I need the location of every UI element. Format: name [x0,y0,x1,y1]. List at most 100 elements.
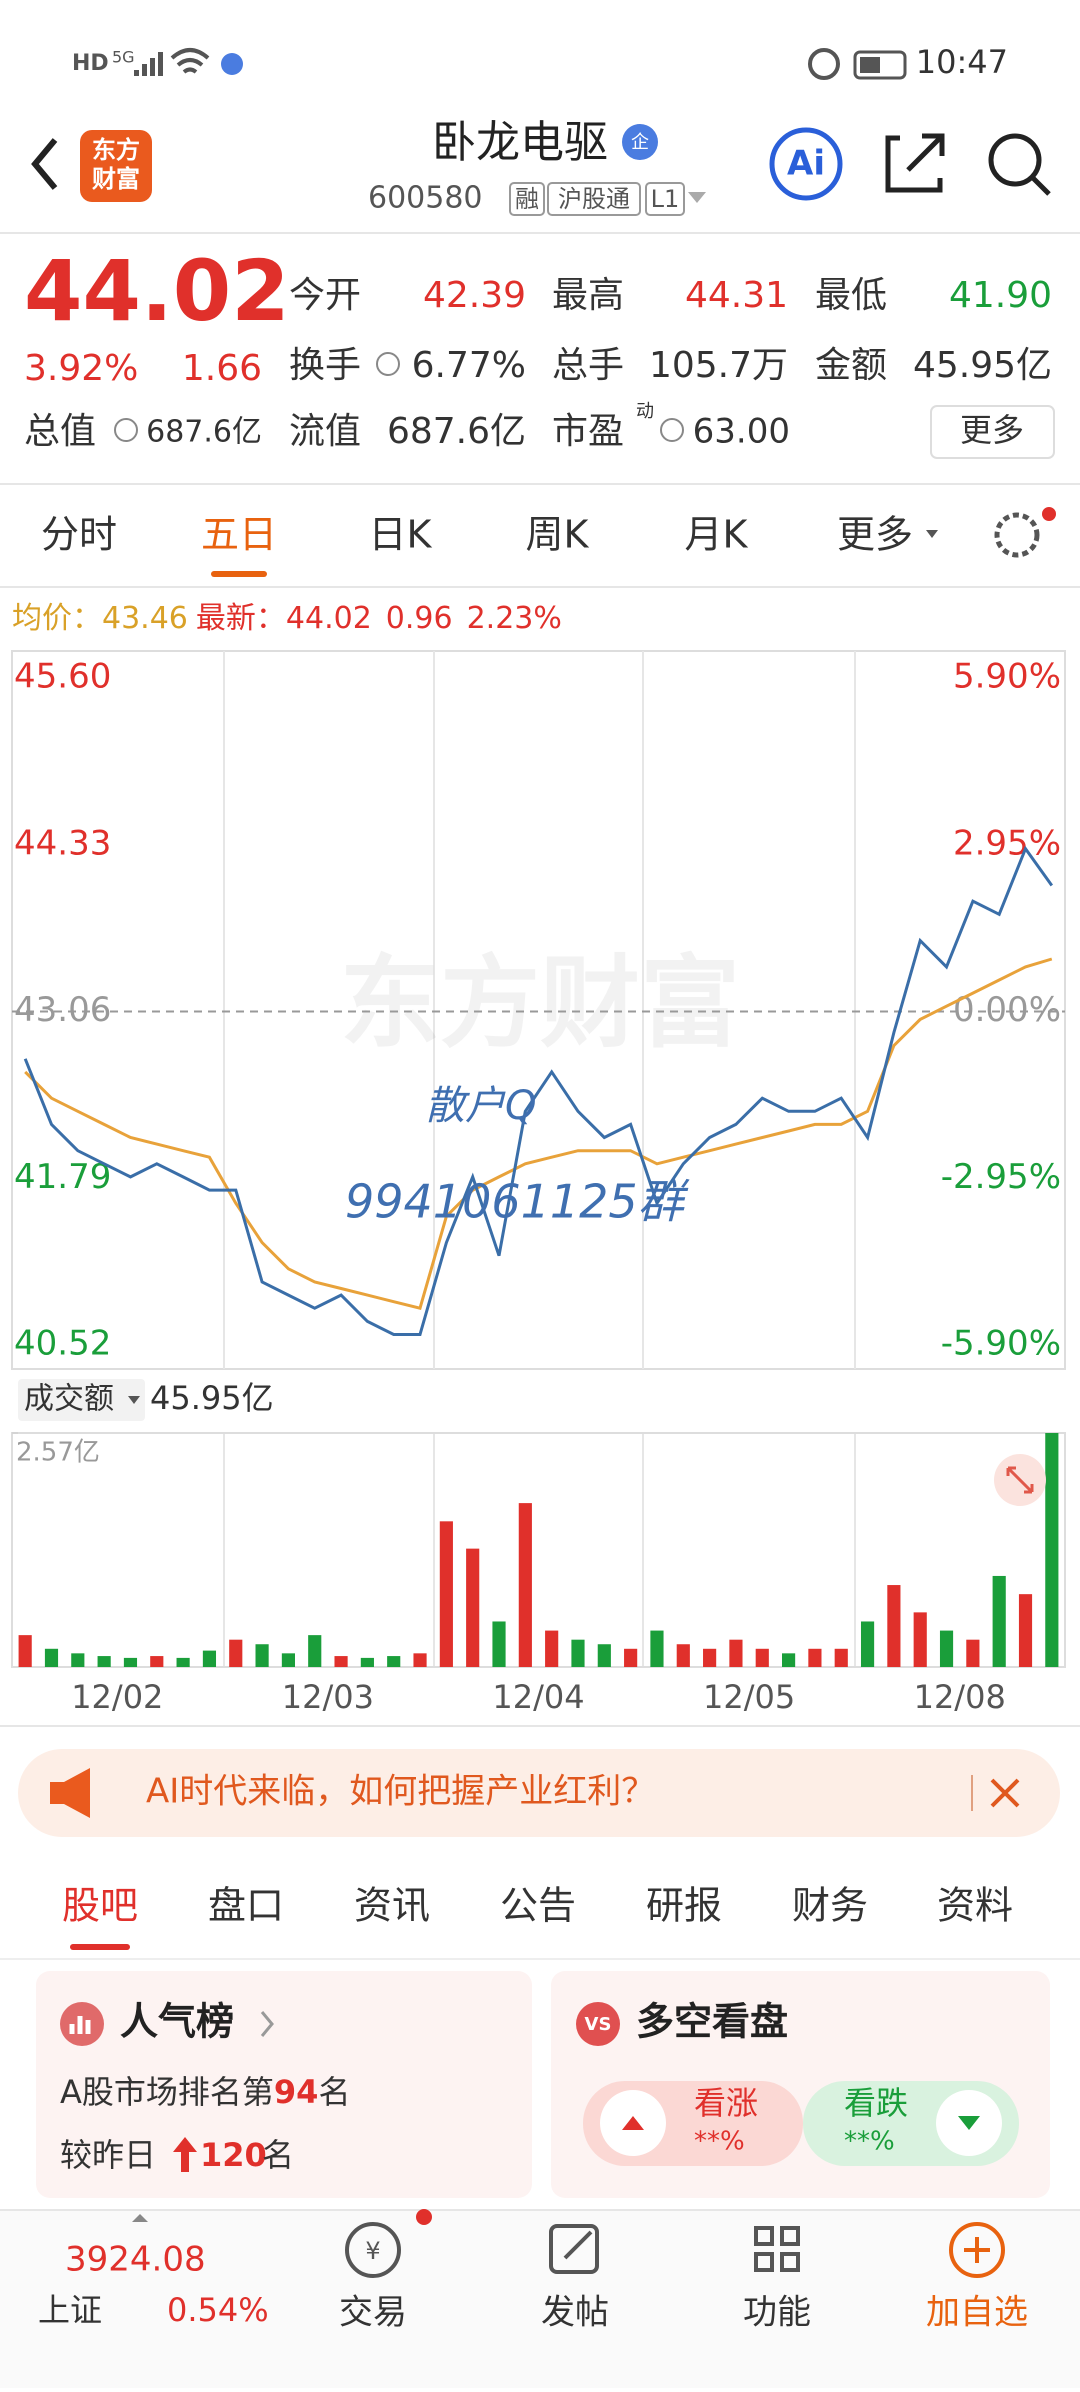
index-arrow [132,2214,148,2222]
volume-selector[interactable] [18,1379,145,1421]
dropdown-arrow[interactable] [688,192,706,203]
volume-bar [1045,1433,1059,1667]
period-tab[interactable]: 更多 [837,513,913,557]
add-plus [964,2237,990,2263]
period-tab[interactable]: 分时 [41,513,117,557]
vs-icon [576,2002,620,2046]
share-button[interactable] [885,133,945,193]
info-icon[interactable] [114,418,138,442]
content-tab[interactable]: 资料 [937,1884,1013,1928]
nav-item[interactable]: 加自选 [926,2293,1028,2333]
watermark: 东方财富 [340,944,740,1061]
period-tab[interactable]: 五日 [201,513,277,557]
quote-value: 105.7万 [649,345,788,386]
quote-value: 45.95亿 [913,345,1052,386]
popularity-card[interactable] [36,1971,532,2198]
battery-icon [853,50,907,80]
chart: 东方财富 5.90% 45.60 2.95% 44.33 0.00% 43.06 -2.95%… [12,601,1065,1716]
nav-item[interactable]: 功能 [743,2293,811,2333]
volume-bar [939,1630,954,1667]
vs-glyph: VS [585,2014,612,2035]
quote-value: 41.90 [949,275,1052,316]
volume-bar [150,1656,164,1667]
wifi-icon [170,48,210,74]
float-value: 687.6亿 [387,411,526,452]
battery-level [860,57,880,73]
day-dividers [223,651,856,1667]
volume-bar [387,1656,401,1667]
index-value[interactable]: 3924.08 [65,2240,206,2280]
popularity-title: 人气榜 [120,2000,234,2044]
period-tab[interactable]: 周K [526,513,590,557]
tab-underline [211,571,267,577]
banner[interactable] [18,1749,1060,1837]
nav-item[interactable]: 发帖 [541,2293,609,2333]
search-button[interactable] [988,133,1042,187]
content-tabs: 股吧 盘口 资讯 公告 研报 财务 资料 [62,1884,1013,1950]
post-icon [549,2224,599,2274]
expand-icon [1006,1466,1034,1494]
volume-bar [71,1653,85,1667]
series-line [23,845,1054,1336]
info-pct: 2.23% [467,601,562,636]
tags: 融沪股通 L1 [509,182,685,216]
index-pct: 0.54% [167,2291,269,2329]
settings-button[interactable] [994,512,1040,558]
more-button[interactable] [930,405,1055,459]
content-tab[interactable]: 股吧 [62,1884,138,1928]
notify-dot [416,2209,432,2225]
info-icon[interactable] [660,418,684,442]
x-tick-label: 12/03 [282,1678,374,1716]
function-icon [754,2226,800,2272]
volume-bar [281,1653,295,1667]
ai-button[interactable] [769,127,843,201]
content-tab[interactable]: 公告 [500,1884,576,1928]
rank: 94 [274,2073,319,2111]
bull-label: 看涨 [694,2084,758,2122]
pe-sup: 动 [636,401,654,422]
period-tab[interactable]: 日K [369,513,433,557]
banner-text: AI时代来临，如何把握产业红利？ [146,1772,655,1812]
status-hd: HD [72,51,109,76]
content-tab[interactable]: 研报 [646,1884,722,1928]
volume-bar [808,1648,822,1667]
bear-label: 看跌 [844,2084,908,2122]
volume-bar [597,1644,611,1667]
tag-box [645,182,685,216]
bull-arrow [622,2116,644,2130]
volume-bar [466,1548,480,1667]
y-tick-label: 43.06 [14,990,111,1030]
period-tab[interactable]: 月K [685,513,749,557]
y-tick-label: 45.60 [14,657,111,697]
y2-tick-label: 5.90% [953,657,1061,697]
y2-tick-label: -2.95% [941,1157,1061,1197]
volume-bar [755,1648,769,1667]
rank-change-suffix: 名 [262,2136,294,2174]
banner-close[interactable] [990,1778,1020,1808]
x-tick-label: 12/02 [71,1678,163,1716]
x-tick-label: 12/08 [914,1678,1006,1716]
quote-label: 总手 [552,345,624,386]
sentiment-title: 多空看盘 [636,2000,788,2044]
logo-text: 东方 [92,136,140,164]
price: 44.02 [24,242,290,340]
tag-box [547,182,641,216]
volume-bar [202,1650,217,1667]
content-tab[interactable]: 财务 [792,1884,868,1928]
back-button[interactable] [31,138,58,190]
content-tab[interactable]: 资讯 [354,1884,430,1928]
volume-bar [966,1639,980,1667]
float-value-label: 流值 [289,411,361,452]
status-time: 10:47 [916,43,1008,81]
nav-item[interactable]: 交易 [339,2293,407,2333]
volume-bar [360,1657,374,1667]
y2-tick-label: -5.90% [941,1324,1061,1364]
annotation: 9941061125群 [345,1175,690,1229]
signal-icon [134,52,163,76]
more-arrow [926,530,938,538]
tag-box [509,182,545,216]
content-tab[interactable]: 盘口 [208,1884,284,1928]
y-tick-label: 44.33 [14,823,111,863]
volume-bar [176,1657,190,1667]
quote-value: 42.39 [423,275,526,316]
